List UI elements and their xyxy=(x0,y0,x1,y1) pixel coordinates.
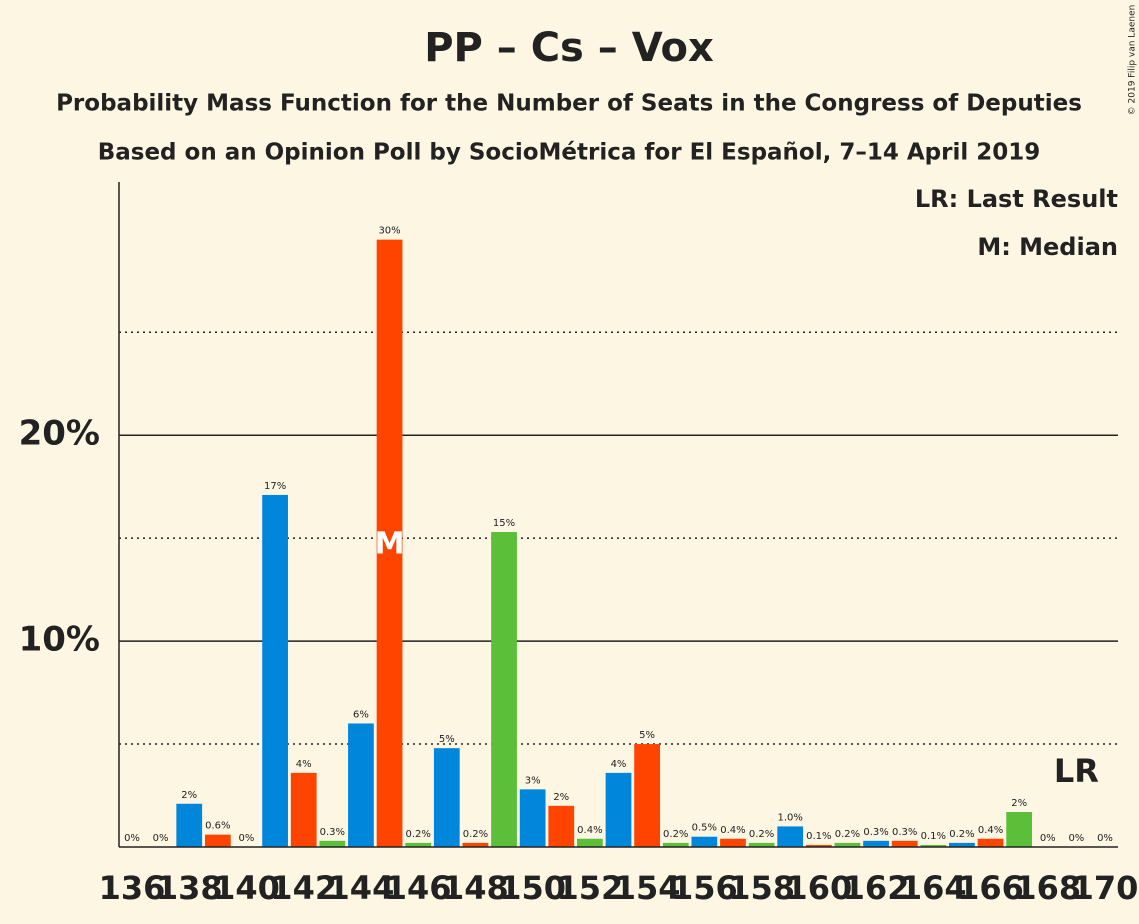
x-tick-label: 136 xyxy=(99,869,166,907)
x-tick-label: 158 xyxy=(728,869,795,907)
value-label: 30% xyxy=(378,226,400,237)
legend-entry: LR: Last Result xyxy=(915,185,1118,213)
bar xyxy=(834,842,861,847)
subtitle: Probability Mass Function for the Number… xyxy=(56,91,1082,117)
value-label: 0.3% xyxy=(892,827,917,838)
bar xyxy=(720,838,746,847)
subtitle: Based on an Opinion Poll by SocioMétrica… xyxy=(98,140,1041,166)
x-tick-label: 142 xyxy=(270,869,337,907)
bar xyxy=(491,532,517,847)
x-tick-label: 164 xyxy=(900,869,967,907)
value-label: 0.2% xyxy=(663,829,688,840)
value-label: 15% xyxy=(493,518,515,529)
x-tick-label: 140 xyxy=(213,869,280,907)
value-label: 2% xyxy=(1011,798,1027,809)
bar xyxy=(519,789,546,847)
value-label: 0% xyxy=(153,833,169,844)
bar xyxy=(548,805,575,847)
value-label: 0.5% xyxy=(692,823,717,834)
bar xyxy=(1006,812,1033,847)
value-label: 0.4% xyxy=(577,825,602,836)
value-label: 0.3% xyxy=(320,827,345,838)
bar xyxy=(863,840,889,847)
value-label: 1.0% xyxy=(778,812,803,823)
bar xyxy=(777,826,804,847)
value-label: 2% xyxy=(553,792,569,803)
last-result-marker: LR xyxy=(1054,752,1099,790)
bar xyxy=(204,834,231,847)
x-tick-label: 166 xyxy=(957,869,1024,907)
value-label: 0.2% xyxy=(405,829,430,840)
value-label: 0.2% xyxy=(949,829,974,840)
value-label: 0% xyxy=(239,833,255,844)
y-tick-label: 10% xyxy=(19,620,100,660)
x-tick-label: 144 xyxy=(328,869,395,907)
value-label: 3% xyxy=(525,775,541,786)
bar xyxy=(949,842,975,847)
value-label: 4% xyxy=(611,759,627,770)
bar xyxy=(577,838,603,847)
x-tick-label: 150 xyxy=(499,869,566,907)
bar xyxy=(462,842,489,847)
bar xyxy=(748,842,775,847)
bar xyxy=(662,842,689,847)
value-label: 0.1% xyxy=(806,831,831,842)
value-label: 0.4% xyxy=(720,825,745,836)
value-label: 0.2% xyxy=(749,829,774,840)
bar xyxy=(891,840,918,847)
value-label: 0.3% xyxy=(863,827,888,838)
chart-title: PP – Cs – Vox xyxy=(424,25,714,71)
x-tick-label: 138 xyxy=(156,869,223,907)
x-tick-label: 148 xyxy=(442,869,509,907)
value-label: 0.4% xyxy=(978,825,1003,836)
bar xyxy=(290,772,317,847)
bar xyxy=(977,838,1004,847)
copyright: © 2019 Filip van Laenen xyxy=(1128,5,1138,116)
value-label: 5% xyxy=(639,730,655,741)
x-tick-label: 170 xyxy=(1072,869,1139,907)
value-label: 0.2% xyxy=(463,829,488,840)
value-label: 6% xyxy=(353,709,369,720)
bar xyxy=(319,840,346,847)
bar xyxy=(605,772,632,847)
x-tick-label: 156 xyxy=(671,869,738,907)
value-label: 5% xyxy=(439,734,455,745)
bar xyxy=(920,844,947,847)
x-tick-label: 146 xyxy=(385,869,452,907)
y-tick-label: 20% xyxy=(19,414,100,454)
value-label: 0.6% xyxy=(205,821,230,832)
bar xyxy=(376,239,403,847)
bar xyxy=(634,744,660,847)
bar xyxy=(348,723,374,847)
median-marker: M xyxy=(375,527,405,562)
x-tick-label: 152 xyxy=(556,869,623,907)
bar xyxy=(433,748,460,847)
bar xyxy=(176,803,203,847)
bar xyxy=(805,844,832,847)
bar xyxy=(405,842,432,847)
bar xyxy=(691,836,718,847)
value-label: 0% xyxy=(124,833,140,844)
value-label: 4% xyxy=(296,759,312,770)
x-tick-label: 154 xyxy=(614,869,681,907)
x-tick-label: 160 xyxy=(785,869,852,907)
value-label: 0.2% xyxy=(835,829,860,840)
bar xyxy=(262,494,288,847)
value-label: 0% xyxy=(1068,833,1084,844)
value-label: 0.1% xyxy=(921,831,946,842)
x-tick-label: 168 xyxy=(1014,869,1081,907)
x-tick-label: 162 xyxy=(843,869,910,907)
legend-entry: M: Median xyxy=(977,233,1118,261)
value-label: 0% xyxy=(1040,833,1056,844)
value-label: 0% xyxy=(1097,833,1113,844)
value-label: 17% xyxy=(264,481,286,492)
value-label: 2% xyxy=(181,790,197,801)
